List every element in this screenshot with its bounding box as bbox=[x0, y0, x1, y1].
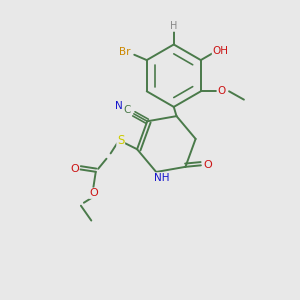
Text: O: O bbox=[70, 164, 79, 174]
Text: OH: OH bbox=[212, 46, 228, 56]
Text: N: N bbox=[115, 100, 123, 110]
Text: S: S bbox=[117, 134, 124, 147]
Text: O: O bbox=[203, 160, 212, 170]
Text: O: O bbox=[218, 86, 226, 96]
Text: H: H bbox=[170, 21, 178, 31]
Text: C: C bbox=[124, 105, 131, 115]
Text: NH: NH bbox=[154, 173, 169, 183]
Text: Br: Br bbox=[119, 47, 130, 57]
Text: O: O bbox=[89, 188, 98, 198]
